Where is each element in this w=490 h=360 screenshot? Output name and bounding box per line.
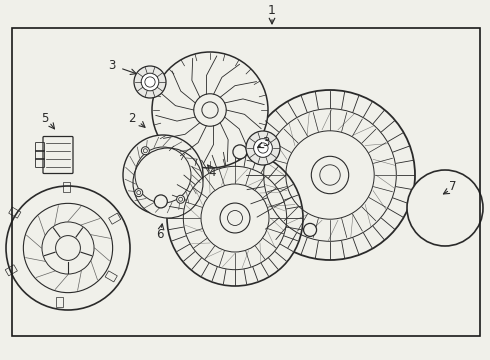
Circle shape: [141, 73, 159, 91]
Circle shape: [135, 189, 143, 197]
Circle shape: [123, 135, 203, 215]
Text: 4: 4: [208, 166, 216, 179]
Text: 1: 1: [268, 4, 276, 17]
Circle shape: [245, 90, 415, 260]
Bar: [12, 28, 480, 336]
Circle shape: [6, 186, 130, 310]
Bar: [109, 213, 121, 224]
FancyBboxPatch shape: [43, 136, 73, 174]
Text: 3: 3: [108, 59, 116, 72]
Circle shape: [407, 170, 483, 246]
Bar: [9, 207, 21, 218]
Circle shape: [254, 139, 272, 157]
Circle shape: [176, 195, 185, 203]
Text: 7: 7: [449, 180, 457, 193]
Bar: [105, 271, 117, 282]
Circle shape: [233, 145, 247, 159]
Text: 5: 5: [41, 112, 49, 125]
Text: 6: 6: [156, 228, 164, 240]
Circle shape: [167, 150, 303, 286]
Circle shape: [246, 131, 280, 165]
Bar: [63, 182, 70, 192]
Circle shape: [413, 191, 427, 205]
Bar: [5, 265, 17, 276]
Circle shape: [133, 148, 203, 218]
Bar: [56, 297, 63, 307]
Text: 3: 3: [262, 135, 270, 149]
Circle shape: [152, 52, 268, 168]
Circle shape: [304, 224, 317, 237]
Text: 2: 2: [128, 112, 136, 125]
Circle shape: [154, 195, 167, 208]
Circle shape: [142, 147, 149, 155]
Circle shape: [134, 66, 166, 98]
